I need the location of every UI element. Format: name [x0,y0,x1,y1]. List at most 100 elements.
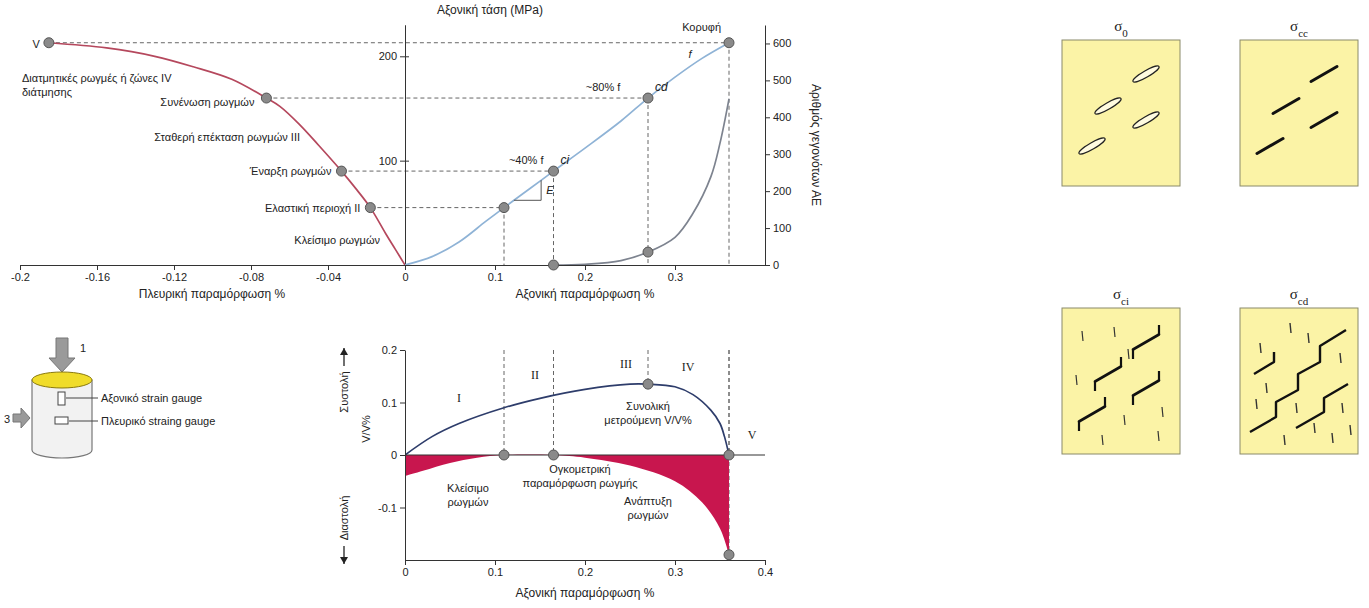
x-axis-volumetric: 0 0.1 0.2 0.3 0.4 [402,560,773,578]
tensile-crack [1114,327,1115,337]
region-label: III [620,357,632,371]
y-axis-title: Αξονική τάση (MPa) [437,3,543,17]
annotation: ρωγμών [448,496,489,508]
point [643,247,653,257]
point-label: Ελαστική περιοχή II [265,202,360,214]
crack [1131,110,1160,131]
tensile-crack [1314,423,1315,433]
texts-bottom: Αξονική παραμόρφωση %V/V%ΣυστολήΔιαστολή… [338,348,757,600]
coalesced-crack [1250,330,1346,432]
tick: -0.1 [378,502,405,514]
tick: 0.2 [578,265,593,283]
tick-label: 300 [773,148,791,160]
annotation: E [546,184,554,196]
tensile-crack [1256,399,1257,409]
line [405,43,729,265]
panel-background [1062,308,1180,454]
tick: 0.4 [758,560,773,578]
tick-label: 0.3 [668,566,683,578]
tick-mark [97,265,98,270]
annotation: Κλείσιμο ρωγμών [294,234,380,246]
tick-mark [251,265,252,270]
tick-mark [675,265,676,270]
axis-line [405,351,406,561]
tick: 0.1 [382,397,405,409]
specimen-body [32,380,92,458]
region-label: V [748,428,757,442]
region-label: IV [682,360,695,374]
zero-line [405,454,765,455]
x-axis-title: Αξονική παραμόρφωση % [516,586,655,600]
tick-label: 200 [379,50,397,62]
tensile-crack [1290,323,1291,333]
tick-label: -0.1 [378,502,397,514]
tick-label: 0.2 [578,271,593,283]
crack-panel: σcd [1240,286,1358,454]
top-charts: -0.2-0.16-0.12-0.08-0.0400.10.20.3100200… [11,3,823,301]
guide-line [370,207,504,208]
tick-label: 0.2 [382,344,397,356]
guide-line [341,171,553,172]
tick: 0.3 [668,265,683,283]
axial-gauge [58,392,65,405]
tick-label: 0.3 [668,271,683,283]
y2-axis-ae: 0100200300400500600 [765,26,791,272]
tick-label: 0.2 [578,566,593,578]
specimen-top [32,372,92,388]
panel-background [1062,40,1180,186]
tensile-crack [1308,333,1309,343]
tick: 0.1 [488,560,503,578]
points-axial [499,38,734,270]
crack-panel: σci [1062,286,1180,454]
point [44,38,54,48]
tick-label: 0.1 [488,271,503,283]
tick: -0.08 [239,265,264,283]
tick: 0 [402,265,408,283]
crack [1079,407,1105,422]
load-label: 3 [4,413,10,425]
specimen-diagram: 13Αξονικό strain gaugeΠλευρικό straing g… [4,338,215,458]
guide-line [504,208,505,265]
point-label: Συνένωση ρωγμών [160,96,255,108]
crack-panel: σ0 [1062,18,1180,186]
axis-line [765,26,766,266]
tensile-crack [1082,331,1083,341]
chart-root: -0.2-0.16-0.12-0.08-0.0400.10.20.3100200… [0,0,1369,608]
point [724,550,734,560]
panel-title: σ0 [1114,18,1128,39]
tick-label: 0 [402,566,408,578]
crack [1077,136,1106,157]
guides [504,350,729,555]
crack [1273,99,1299,114]
tick-label: -0.08 [239,271,264,283]
tick-label: 0 [773,259,779,271]
tensile-crack [1124,415,1125,425]
tensile-crack [1076,375,1077,385]
direction-label: Συστολή [338,371,350,412]
tick-mark [765,43,770,44]
tick: 0.2 [578,560,593,578]
tick-mark [174,265,175,270]
crack [1311,113,1337,128]
point [724,450,734,460]
points-lateral [44,38,375,213]
y-axis-lateral [405,26,409,266]
panel-background [1240,40,1358,186]
point-label: Έναρξη ρωγμών [249,165,332,177]
tick-mark [585,560,586,565]
area [405,455,729,555]
tick: 200 [379,50,405,62]
tick-mark [765,191,770,192]
point [549,260,559,270]
tick-mark [400,403,405,404]
gauge-label: Αξονικό strain gauge [101,392,202,404]
tick-mark [400,508,405,509]
tick-mark [20,265,21,270]
tick-mark [765,265,770,266]
annotation: Ογκομετρική [549,463,610,475]
axis-line [405,26,406,266]
tick-mark [765,117,770,118]
tick-mark [328,265,329,270]
x-axis-axial: 0.1 0.2 0.3 [406,265,766,283]
tick-label: 0.1 [382,397,397,409]
